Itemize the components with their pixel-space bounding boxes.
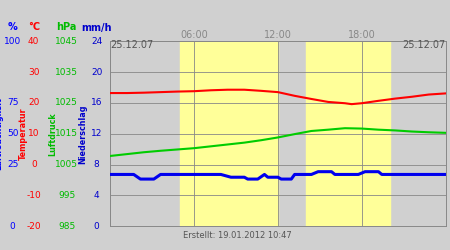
Text: mm/h: mm/h <box>81 22 112 32</box>
Text: 75: 75 <box>7 98 18 108</box>
Text: hPa: hPa <box>56 22 77 32</box>
Text: 40: 40 <box>28 37 40 46</box>
Text: 0: 0 <box>10 222 15 231</box>
Text: 4: 4 <box>94 191 99 200</box>
Text: 20: 20 <box>91 68 103 76</box>
Text: 24: 24 <box>91 37 103 46</box>
Text: 0: 0 <box>31 160 36 169</box>
Text: 100: 100 <box>4 37 21 46</box>
Text: 12: 12 <box>91 129 103 138</box>
Text: Niederschlag: Niederschlag <box>78 104 87 164</box>
Bar <box>306 41 390 226</box>
Text: 985: 985 <box>58 222 75 231</box>
Text: %: % <box>8 22 18 32</box>
Text: 1045: 1045 <box>55 37 78 46</box>
Text: Temperatur: Temperatur <box>19 108 28 160</box>
Text: 16: 16 <box>91 98 103 108</box>
Text: 06:00: 06:00 <box>180 30 208 40</box>
Text: 995: 995 <box>58 191 75 200</box>
Text: 1025: 1025 <box>55 98 78 108</box>
Bar <box>180 41 278 226</box>
Text: 25.12.07: 25.12.07 <box>110 40 153 50</box>
Text: 8: 8 <box>94 160 99 169</box>
Text: -20: -20 <box>27 222 41 231</box>
Text: 1035: 1035 <box>55 68 78 76</box>
Text: 50: 50 <box>7 129 18 138</box>
Text: °C: °C <box>28 22 40 32</box>
Text: Luftfeuchtigkeit: Luftfeuchtigkeit <box>0 97 4 170</box>
Text: Luftdruck: Luftdruck <box>49 112 58 156</box>
Text: 12:00: 12:00 <box>264 30 292 40</box>
Text: Erstellt: 19.01.2012 10:47: Erstellt: 19.01.2012 10:47 <box>183 231 292 240</box>
Text: 20: 20 <box>28 98 40 108</box>
Text: 18:00: 18:00 <box>348 30 376 40</box>
Text: 1005: 1005 <box>55 160 78 169</box>
Text: 30: 30 <box>28 68 40 76</box>
Text: -10: -10 <box>27 191 41 200</box>
Text: 25.12.07: 25.12.07 <box>402 40 446 50</box>
Text: 0: 0 <box>94 222 99 231</box>
Text: 25: 25 <box>7 160 18 169</box>
Text: 1015: 1015 <box>55 129 78 138</box>
Text: 10: 10 <box>28 129 40 138</box>
